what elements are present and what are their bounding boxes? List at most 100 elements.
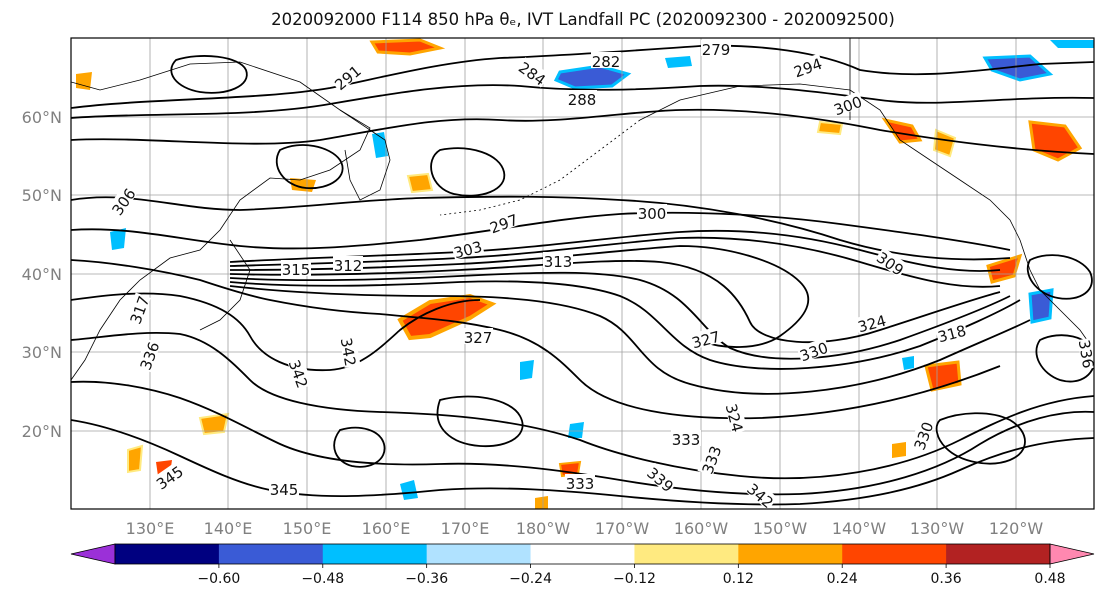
contour-label-bg — [151, 461, 186, 492]
shading-patch — [982, 54, 1054, 82]
contour-label-bg — [934, 320, 969, 344]
contour-label: 282 — [591, 52, 621, 71]
contour-label-bg — [854, 310, 889, 334]
colorbar-tick-label: −0.24 — [509, 571, 552, 587]
contour-label-text: 315 — [282, 261, 311, 279]
contour-label-bg — [567, 90, 597, 106]
contour — [71, 211, 1011, 251]
shading-patch — [406, 172, 434, 194]
contour-label: 345 — [269, 480, 299, 499]
contour — [71, 380, 1094, 496]
contour-label-bg — [591, 52, 621, 68]
colorbar-tick-label: 0.24 — [827, 571, 858, 587]
contour — [935, 412, 1026, 465]
contour-label-bg — [463, 328, 493, 344]
contour-label-bg — [874, 247, 909, 278]
contour-label-bg — [1077, 337, 1094, 370]
shading-patch — [665, 56, 692, 68]
contour-label-text: 342 — [337, 336, 360, 367]
contour-label: 333 — [671, 430, 701, 449]
contour-label-bg — [697, 442, 723, 477]
colorbar-segment — [946, 544, 1051, 564]
latitude-label: 20°N — [22, 422, 62, 441]
coastline-japan — [199, 239, 251, 331]
contour — [229, 271, 1011, 360]
contour-label-text: 282 — [592, 53, 621, 71]
shading-patch — [397, 293, 497, 341]
contour-label-bg — [486, 209, 521, 235]
longitude-label: 130°E — [126, 519, 175, 538]
colorbar-tick-label: −0.60 — [197, 571, 240, 587]
contour-label-text: 313 — [544, 253, 573, 271]
shading-patch — [400, 480, 418, 500]
latitude-label: 50°N — [22, 186, 62, 205]
longitude-label: 150°W — [753, 519, 808, 538]
longitude-label: 140°W — [832, 519, 887, 538]
shading-patch — [881, 117, 923, 144]
contour-label: 333 — [565, 474, 595, 493]
contour-label-text: 327 — [464, 329, 493, 347]
shading-patch — [372, 132, 388, 158]
colorbar-segment — [426, 544, 532, 564]
contour-label-bg — [333, 256, 363, 272]
contour-label: 342 — [337, 335, 361, 368]
colorbar-segment — [218, 544, 324, 564]
contour-label-bg — [830, 91, 865, 117]
contour-label-bg — [796, 337, 831, 363]
colorbar-segment — [530, 544, 635, 564]
colorbar-segment — [634, 544, 739, 564]
shading-patch — [892, 442, 906, 458]
contour-label-bg — [330, 60, 364, 93]
longitude-label: 160°E — [362, 519, 411, 538]
longitude-label: 170°W — [595, 519, 650, 538]
contour-label-bg — [516, 57, 551, 88]
shading-patch — [1050, 40, 1094, 48]
contour-label: 288 — [567, 90, 597, 109]
contour-label-bg — [701, 40, 731, 56]
contour-label-bg — [107, 183, 138, 218]
latitude-label: 60°N — [22, 108, 62, 127]
shading-patch — [568, 422, 584, 438]
contour-label: 279 — [701, 40, 731, 59]
contour-label: 336 — [1075, 337, 1094, 370]
contour — [71, 195, 1011, 261]
coastline-aleutians — [439, 119, 641, 216]
longitude-label: 170°E — [441, 519, 490, 538]
shading-patch — [986, 253, 1023, 284]
contour — [71, 419, 1094, 506]
contour-label-bg — [281, 260, 311, 276]
contour-label-text: 312 — [334, 257, 363, 275]
contour-label-bg — [688, 326, 723, 350]
figure-title: 2020092000 F114 850 hPa θₑ, IVT Landfall… — [271, 10, 895, 29]
contour — [1027, 254, 1093, 300]
contour-label-text: 288 — [568, 91, 597, 109]
longitude-label: 120°W — [989, 519, 1044, 538]
contour — [275, 144, 344, 189]
colorbar: −0.60 −0.48 −0.36 −0.24 −0.12 0.12 0.24 0.36 0.4… — [70, 543, 1095, 587]
longitude-label: 180°W — [516, 519, 571, 538]
longitude-labels: 130°E 140°E 150°E 160°E 170°E 180°W 170°W 160°W… — [126, 519, 1044, 538]
shading-patch — [127, 444, 144, 474]
contour-label-bg — [450, 236, 485, 260]
contour-label-bg — [287, 356, 313, 391]
contour — [229, 260, 1001, 344]
contour-label: 327 — [463, 328, 493, 347]
colorbar-segment — [738, 544, 843, 564]
contour-label-bg — [135, 338, 161, 373]
colorbar-segment — [842, 544, 947, 564]
contour-label-bg — [125, 292, 151, 327]
colorbar-extend-high — [1049, 543, 1095, 565]
longitude-label: 160°W — [674, 519, 729, 538]
longitude-label: 140°E — [204, 519, 253, 538]
colorbar-tick-label: 0.36 — [931, 571, 962, 587]
latitude-labels: 60°N 50°N 40°N 30°N 20°N — [22, 108, 62, 441]
contour-label-bg — [724, 400, 748, 435]
contour-label-bg — [644, 462, 678, 495]
contour-label-text: 333 — [672, 431, 701, 449]
contour-label-bg — [744, 478, 778, 509]
colorbar-tick-label: 0.12 — [723, 571, 754, 587]
contour — [1035, 334, 1094, 383]
contour-label-text: 333 — [566, 475, 595, 493]
contour — [229, 245, 810, 348]
